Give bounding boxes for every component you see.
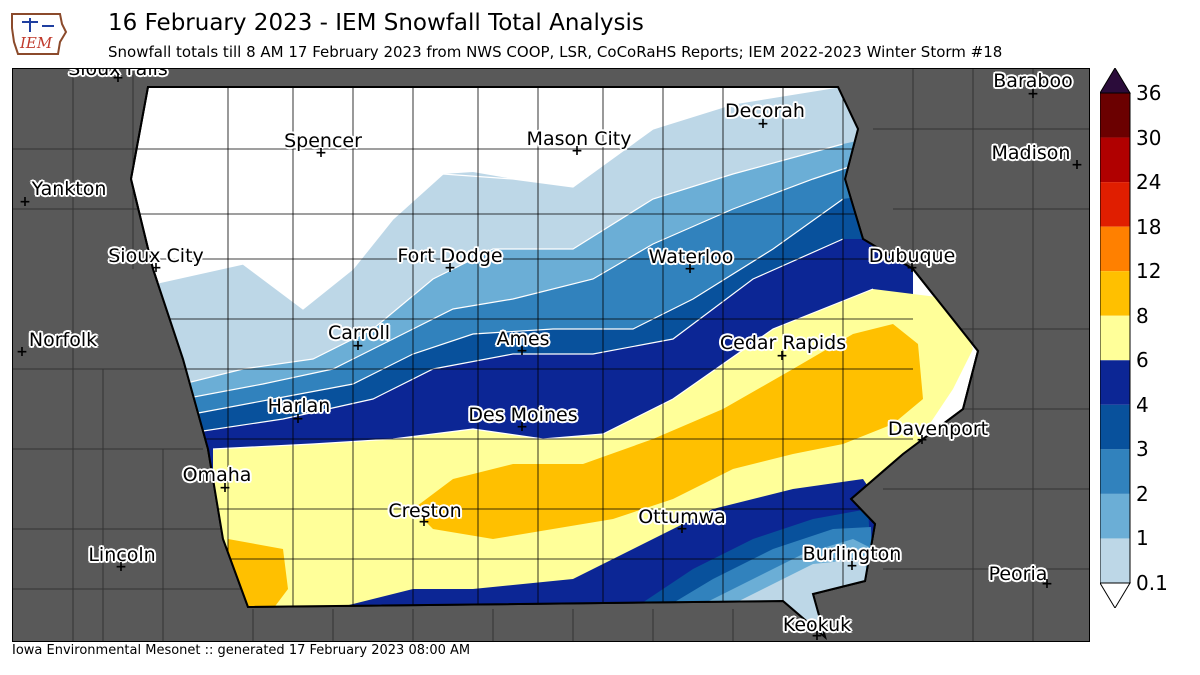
city-label-decorah: Decorah — [725, 100, 805, 122]
colorbar-segment — [1100, 360, 1130, 405]
city-label-yankton: Yankton — [31, 178, 107, 200]
city-marker: + — [19, 194, 31, 210]
city-marker: + — [16, 344, 28, 360]
colorbar-tick-label: 18 — [1136, 214, 1162, 239]
city-label-norfolk: Norfolk — [28, 329, 98, 351]
city-label-sioux-falls: Sioux Falls — [68, 68, 168, 80]
colorbar-segment — [1100, 271, 1130, 316]
city-label-dubuque: Dubuque — [868, 245, 956, 267]
snowfall-map: Sioux Falls + Baraboo + Decorah + Spence… — [12, 68, 1090, 642]
city-marker: + — [315, 145, 327, 161]
city-marker: + — [916, 432, 928, 448]
city-marker: + — [676, 521, 688, 537]
city-marker: + — [1071, 157, 1083, 173]
city-marker: + — [418, 514, 430, 530]
colorbar-tick-label: 1 — [1136, 526, 1149, 551]
colorbar-segment — [1100, 226, 1130, 272]
page-subtitle: Snowfall totals till 8 AM 17 February 20… — [108, 43, 1003, 61]
colorbar-tick-label: 8 — [1136, 303, 1149, 328]
colorbar-tick-label: 3 — [1136, 437, 1149, 462]
colorbar-frame — [1099, 92, 1131, 584]
colorbar-tick-label: 12 — [1136, 259, 1162, 284]
colorbar-segment — [1100, 93, 1130, 138]
colorbar-tick-label: 30 — [1136, 125, 1162, 150]
colorbar-tick-label: 2 — [1136, 481, 1149, 506]
city-label-davenport: Davenport — [887, 418, 989, 440]
city-marker: + — [776, 348, 788, 364]
city-label-des-moines: Des Moines — [468, 404, 578, 426]
colorbar-tick-label: 6 — [1136, 348, 1149, 373]
city-marker: + — [516, 343, 528, 359]
colorbar — [1099, 67, 1200, 609]
header: IEM 16 February 2023 - IEM Snowfall Tota… — [0, 0, 1200, 68]
city-marker: + — [1027, 86, 1039, 102]
colorbar-graphic — [1099, 67, 1131, 609]
city-marker: + — [352, 338, 364, 354]
colorbar-segment — [1100, 182, 1130, 227]
colorbar-segment — [1100, 137, 1130, 183]
city-marker: + — [516, 419, 528, 435]
city-label-fort-dodge: Fort Dodge — [397, 245, 503, 267]
colorbar-tick-label: 4 — [1136, 392, 1149, 417]
city-label-waterloo: Waterloo — [648, 246, 734, 268]
city-label-keokuk: Keokuk — [782, 614, 852, 636]
city-label-ottumwa: Ottumwa — [638, 506, 726, 528]
colorbar-segment — [1100, 449, 1130, 494]
page-title: 16 February 2023 - IEM Snowfall Total An… — [108, 10, 644, 36]
colorbar-bottom-arrow — [1099, 582, 1131, 609]
city-label-mason-city: Mason City — [526, 128, 632, 150]
city-label-lincoln: Lincoln — [88, 544, 156, 566]
city-marker: + — [150, 260, 162, 276]
city-marker: + — [112, 70, 124, 86]
city-label-burlington: Burlington — [802, 543, 902, 565]
city-marker: + — [1041, 576, 1053, 592]
map-graphic — [13, 69, 1089, 641]
city-label-creston: Creston — [388, 500, 462, 522]
city-label-carroll: Carroll — [328, 322, 390, 344]
city-label-ames: Ames — [496, 328, 550, 350]
colorbar-segment — [1100, 538, 1130, 583]
iem-logo: IEM — [8, 4, 68, 60]
city-label-peoria: Peoria — [988, 563, 1048, 585]
city-marker: + — [684, 261, 696, 277]
city-label-baraboo: Baraboo — [993, 70, 1073, 92]
city-marker: + — [292, 411, 304, 427]
colorbar-tick-label: 0.1 — [1136, 571, 1168, 595]
footer-credit: Iowa Environmental Mesonet :: generated … — [12, 643, 471, 658]
city-label-omaha: Omaha — [182, 464, 252, 486]
colorbar-top-arrow — [1099, 67, 1131, 94]
logo-text: IEM — [19, 34, 53, 52]
colorbar-segment — [1100, 404, 1130, 450]
city-marker: + — [571, 143, 583, 159]
city-label-spencer: Spencer — [284, 130, 362, 152]
colorbar-segment — [1100, 315, 1130, 361]
city-marker: + — [444, 260, 456, 276]
city-marker: + — [115, 559, 127, 575]
city-marker: + — [811, 628, 823, 642]
colorbar-tick-label: 24 — [1136, 170, 1162, 195]
colorbar-segment — [1100, 493, 1130, 539]
city-label-sioux-city: Sioux City — [108, 245, 204, 267]
colorbar-tick-label: 36 — [1136, 81, 1162, 105]
city-label-harlan: Harlan — [267, 395, 331, 417]
city-label-cedar-rapids: Cedar Rapids — [719, 332, 847, 354]
city-marker: + — [219, 480, 231, 496]
city-marker: + — [757, 116, 769, 132]
city-label-madison: Madison — [991, 142, 1071, 164]
city-marker: + — [906, 260, 918, 276]
city-marker: + — [846, 558, 858, 574]
